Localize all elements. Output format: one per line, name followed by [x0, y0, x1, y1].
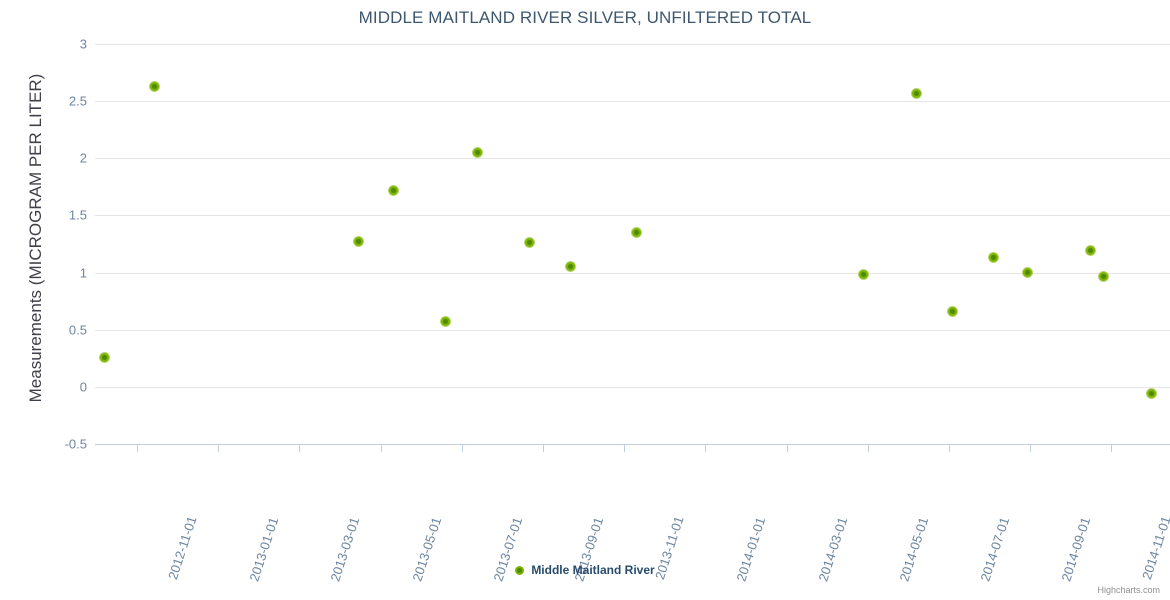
x-axis-tick-label: 2013-01-01 [247, 452, 302, 583]
gridline [95, 329, 1170, 331]
chart-title: MIDDLE MAITLAND RIVER SILVER, UNFILTERED… [358, 8, 812, 27]
y-axis-tick-label: 0.5 [68, 322, 87, 338]
data-point[interactable] [524, 238, 534, 248]
x-axis-tick-mark [380, 445, 382, 452]
x-axis-tick-label: 2014-07-01 [977, 452, 1033, 583]
data-point[interactable] [631, 228, 641, 238]
chart-legend: Middle Maitland River [0, 563, 1170, 577]
y-axis-tick-label: 3 [79, 36, 87, 52]
x-axis-tick-label: 2013-07-01 [490, 452, 546, 583]
x-axis-tick-label: 2013-11-01 [652, 452, 707, 581]
x-axis-tick-mark [624, 445, 626, 452]
gridline [95, 215, 1170, 217]
x-axis-tick-label: 2013-05-01 [409, 452, 465, 583]
data-point[interactable] [388, 185, 398, 195]
legend-marker-icon [515, 565, 525, 575]
y-axis-tick-label: -0.5 [64, 436, 87, 452]
x-axis-tick-mark [1111, 445, 1113, 452]
x-axis-tick-label: 2012-11-01 [165, 452, 220, 581]
data-point[interactable] [912, 88, 922, 98]
data-point[interactable] [566, 262, 576, 272]
data-point[interactable] [1085, 246, 1095, 256]
data-point[interactable] [1098, 271, 1108, 281]
y-axis-tick-label: 0 [79, 379, 87, 395]
x-axis-tick-label: 2013-03-01 [328, 452, 383, 583]
data-point[interactable] [948, 306, 958, 316]
x-axis-tick-mark [786, 445, 788, 452]
data-point[interactable] [354, 237, 364, 247]
gridline [95, 386, 1170, 388]
x-axis-tick-mark [461, 445, 463, 452]
x-axis-tick-mark [543, 445, 544, 452]
data-point[interactable] [989, 253, 999, 263]
x-axis-tick-mark [949, 445, 950, 452]
data-point[interactable] [1022, 268, 1032, 278]
x-axis-tick-label: 2014-03-01 [815, 452, 871, 583]
y-axis-tick-label: 2.5 [68, 93, 87, 109]
data-point[interactable] [149, 81, 159, 91]
legend-item-label: Middle Maitland River [531, 563, 655, 577]
gridline [95, 101, 1170, 103]
plot-area [95, 44, 1170, 444]
x-axis-tick-label: 2014-01-01 [734, 452, 789, 583]
x-axis-tick-label: 2013-09-01 [571, 452, 627, 583]
y-axis-tick-label: 1 [79, 265, 87, 281]
legend-item-middle-maitland-river[interactable]: Middle Maitland River [515, 563, 655, 577]
credits-link[interactable]: Highcharts.com [1097, 585, 1160, 595]
x-axis-tick-label: 2014-11-01 [1139, 452, 1170, 581]
data-point[interactable] [1146, 389, 1156, 399]
x-axis-tick-mark [137, 445, 138, 452]
data-point[interactable] [440, 317, 450, 327]
data-point[interactable] [858, 270, 868, 280]
x-axis-line [95, 444, 1170, 445]
y-axis-tick-labels: 3 2.5 2 1.5 1 0.5 0 -0.5 [0, 37, 87, 452]
x-axis-tick-label: 2014-05-01 [896, 452, 952, 583]
gridline [95, 44, 1170, 45]
gridline [95, 158, 1170, 160]
x-axis-tick-label: 2014-09-01 [1059, 452, 1114, 583]
gridline [95, 272, 1170, 274]
data-point[interactable] [100, 352, 110, 362]
x-axis-tick-mark [218, 445, 220, 452]
x-axis-tick-mark [705, 445, 707, 452]
x-axis-tick-mark [867, 445, 869, 452]
x-axis-tick-mark [299, 445, 301, 452]
data-point[interactable] [472, 148, 482, 158]
y-axis-tick-label: 1.5 [68, 207, 87, 223]
x-axis-tick-mark [1030, 445, 1032, 452]
y-axis-tick-label: 2 [79, 150, 87, 166]
